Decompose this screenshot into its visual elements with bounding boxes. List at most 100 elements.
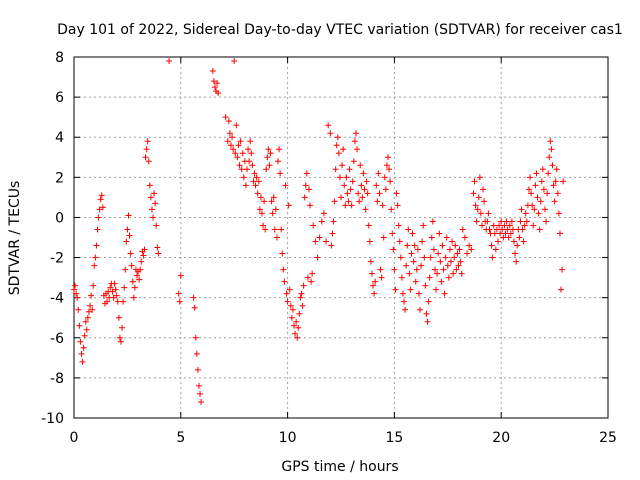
- data-point: [362, 206, 369, 213]
- data-point: [150, 214, 157, 221]
- data-point: [128, 262, 135, 269]
- data-point: [470, 190, 477, 197]
- data-point: [222, 114, 229, 121]
- data-point: [502, 230, 509, 237]
- data-point: [271, 226, 278, 233]
- data-point: [507, 230, 514, 237]
- data-point: [454, 250, 461, 257]
- data-point: [345, 198, 352, 205]
- data-point: [195, 382, 202, 389]
- data-point: [553, 166, 560, 173]
- data-point: [455, 262, 462, 269]
- x-tick-label: 10: [279, 430, 297, 446]
- data-point: [421, 254, 428, 261]
- data-point: [191, 304, 198, 311]
- data-point: [464, 250, 471, 257]
- data-point: [371, 290, 378, 297]
- data-point: [397, 254, 404, 261]
- data-point: [415, 290, 422, 297]
- data-point: [373, 182, 380, 189]
- data-point: [368, 270, 375, 277]
- data-point: [291, 322, 298, 329]
- data-point: [491, 230, 498, 237]
- x-tick-label: 0: [70, 430, 79, 446]
- data-point: [235, 142, 242, 149]
- data-point: [427, 254, 434, 261]
- data-point: [112, 286, 119, 293]
- data-point: [391, 266, 398, 273]
- data-point: [282, 182, 289, 189]
- data-point: [267, 150, 274, 157]
- data-point: [356, 198, 363, 205]
- data-point: [430, 246, 437, 253]
- data-point: [468, 246, 475, 253]
- data-point: [354, 146, 361, 153]
- data-point: [333, 142, 340, 149]
- data-point: [295, 324, 302, 331]
- data-point: [250, 178, 257, 185]
- data-point: [538, 178, 545, 185]
- data-point: [413, 266, 420, 273]
- data-point: [348, 202, 355, 209]
- data-point: [341, 182, 348, 189]
- data-point: [73, 290, 80, 297]
- data-point: [104, 298, 111, 305]
- data-point: [446, 246, 453, 253]
- data-point: [514, 242, 521, 249]
- data-point: [80, 344, 87, 351]
- data-point: [444, 262, 451, 269]
- data-point: [443, 234, 450, 241]
- data-point: [440, 266, 447, 273]
- data-point: [226, 130, 233, 137]
- data-point: [452, 242, 459, 249]
- data-point: [110, 294, 117, 301]
- data-point: [386, 166, 393, 173]
- data-point: [272, 206, 279, 213]
- data-point: [339, 162, 346, 169]
- data-point: [230, 146, 237, 153]
- data-point: [408, 250, 415, 257]
- data-point: [529, 202, 536, 209]
- data-point: [301, 194, 308, 201]
- y-tick-label: -10: [41, 411, 64, 427]
- data-point: [518, 206, 525, 213]
- data-point: [87, 302, 94, 309]
- data-point: [89, 306, 96, 313]
- data-point: [438, 278, 445, 285]
- data-point: [266, 162, 273, 169]
- data-point: [558, 286, 565, 293]
- data-point: [175, 290, 182, 297]
- axis-ticks: -10 -8 -6 -4 -2 0 2 4 6 8 0 5 10 15 20 25: [41, 50, 617, 446]
- data-point: [433, 286, 440, 293]
- data-point: [90, 282, 97, 289]
- data-point: [492, 246, 499, 253]
- data-point: [361, 186, 368, 193]
- data-point: [238, 166, 245, 173]
- data-point: [227, 142, 234, 149]
- data-point: [346, 166, 353, 173]
- data-point: [418, 262, 425, 269]
- data-point: [536, 226, 543, 233]
- data-point: [83, 326, 90, 333]
- data-point: [461, 234, 468, 241]
- data-point: [147, 194, 154, 201]
- data-point: [331, 198, 338, 205]
- data-point: [381, 174, 388, 181]
- data-point: [190, 294, 197, 301]
- data-point: [556, 230, 563, 237]
- data-point: [351, 138, 358, 145]
- y-tick-label: 6: [55, 90, 64, 106]
- data-point: [360, 170, 367, 177]
- data-point: [456, 246, 463, 253]
- data-point: [436, 230, 443, 237]
- data-point: [177, 272, 184, 279]
- data-point: [234, 154, 241, 161]
- data-point: [476, 174, 483, 181]
- y-tick-label: -2: [50, 251, 64, 267]
- data-point: [303, 170, 310, 177]
- data-point: [143, 146, 150, 153]
- data-point: [309, 270, 316, 277]
- data-point: [535, 210, 542, 217]
- data-point: [305, 186, 312, 193]
- data-point: [437, 258, 444, 265]
